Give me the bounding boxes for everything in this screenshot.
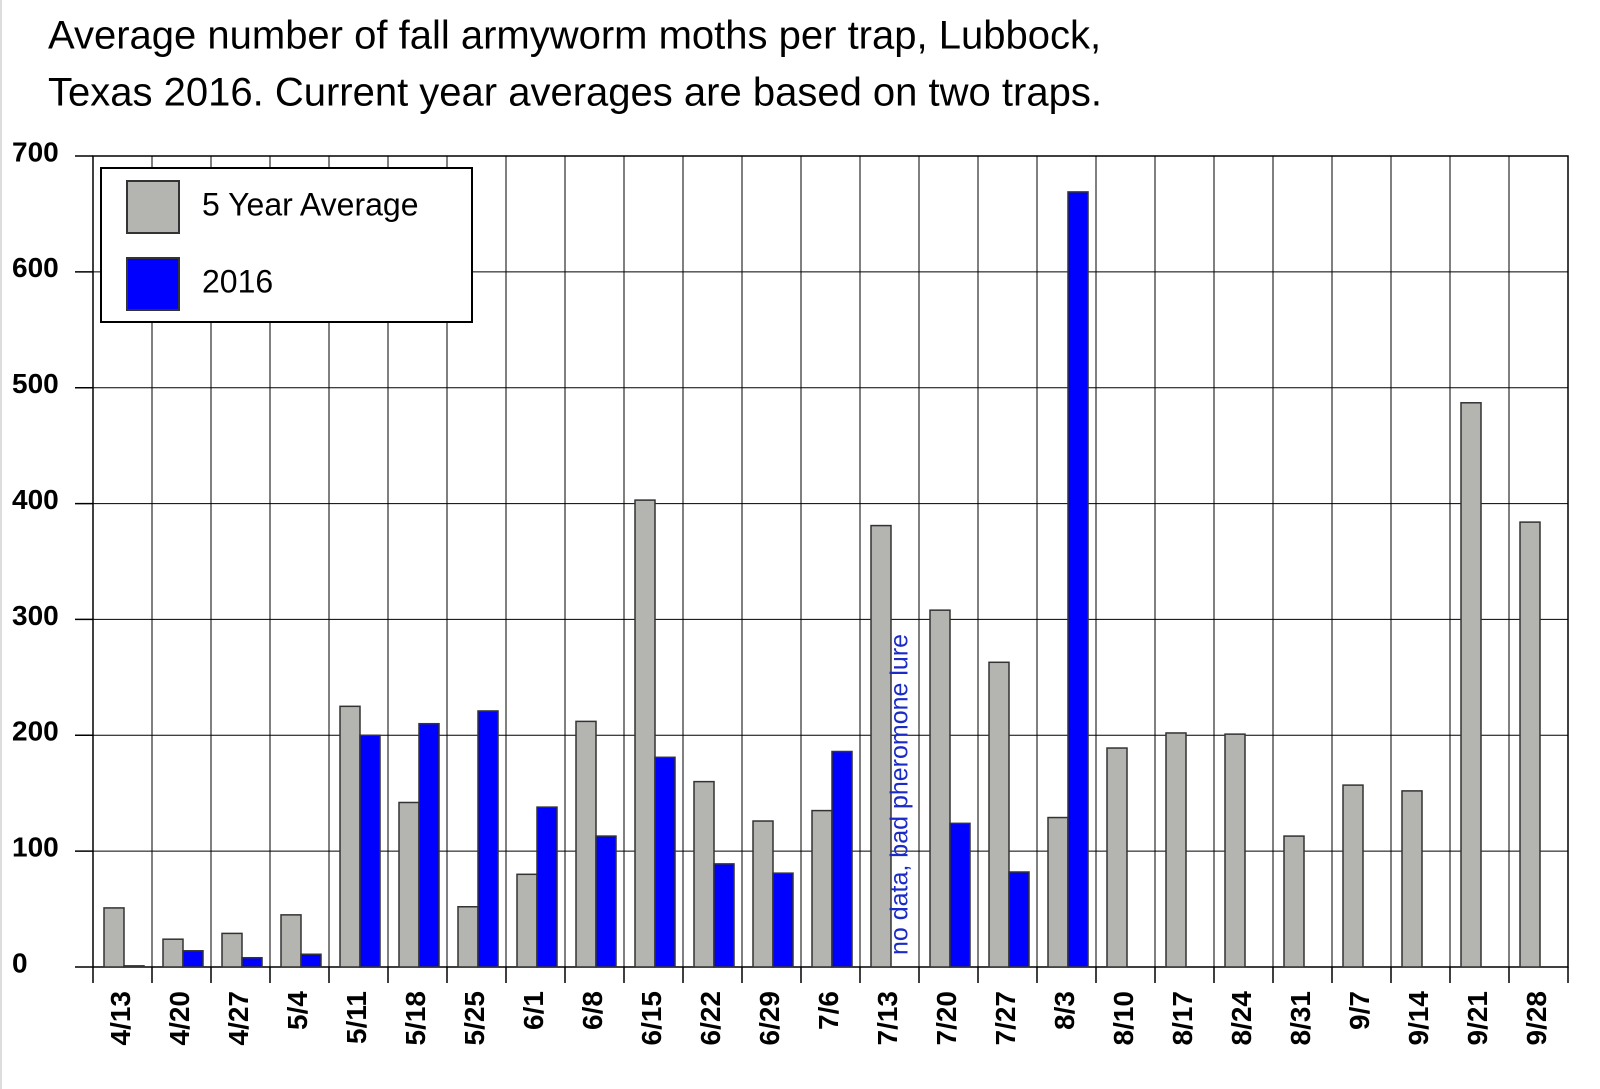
bar (1460, 402, 1482, 968)
y-tick-label: 600 (12, 252, 59, 283)
bar (1401, 790, 1423, 968)
x-tick-label: 7/27 (990, 991, 1021, 1046)
bar (752, 820, 774, 968)
bar (870, 524, 892, 968)
bar (929, 609, 951, 968)
annotation: no data, bad pheromone lure (886, 634, 914, 955)
x-tick-label: 6/15 (636, 991, 667, 1046)
bar (457, 906, 479, 968)
bar (949, 822, 971, 968)
legend-swatch (126, 257, 180, 311)
bar (1106, 747, 1128, 968)
bar (654, 756, 676, 968)
x-tick-label: 6/8 (577, 991, 608, 1030)
bar (811, 809, 833, 968)
bar (1165, 732, 1187, 968)
x-tick-label: 5/11 (341, 991, 372, 1044)
bar (516, 873, 538, 968)
y-tick-label: 100 (12, 832, 59, 863)
x-tick-label: 5/18 (400, 991, 431, 1046)
bar (418, 722, 440, 968)
bar (182, 950, 204, 968)
bar (1519, 521, 1541, 968)
bar (988, 661, 1010, 968)
x-tick-label: 5/25 (459, 991, 490, 1046)
bar (241, 956, 263, 968)
legend-label: 5 Year Average (202, 186, 419, 222)
x-tick-label: 8/24 (1226, 991, 1257, 1046)
x-tick-label: 8/10 (1108, 991, 1139, 1046)
bar (339, 705, 361, 968)
bar (123, 965, 145, 968)
bar (103, 907, 125, 968)
bar (1283, 835, 1305, 968)
bar (595, 835, 617, 968)
bar (772, 872, 794, 968)
y-tick-label: 400 (12, 484, 59, 515)
x-tick-label: 8/31 (1285, 991, 1316, 1046)
bar (831, 750, 853, 968)
x-tick-label: 4/20 (164, 991, 195, 1046)
bar (300, 953, 322, 968)
x-tick-label: 4/27 (223, 991, 254, 1046)
legend-label: 2016 (202, 263, 273, 299)
bar (693, 780, 715, 968)
x-tick-label: 6/1 (518, 991, 549, 1030)
bar (221, 932, 243, 968)
x-tick-label: 7/20 (931, 991, 962, 1046)
y-tick-label: 0 (12, 947, 28, 978)
x-tick-label: 8/3 (1049, 991, 1080, 1030)
bar (477, 710, 499, 968)
bar (1342, 784, 1364, 968)
x-tick-label: 9/14 (1403, 991, 1434, 1046)
y-tick-label: 200 (12, 716, 59, 747)
bar (359, 734, 381, 968)
chart-title: Texas 2016. Current year averages are ba… (48, 71, 1102, 115)
x-tick-label: 5/4 (282, 991, 313, 1030)
x-tick-label: 7/13 (872, 991, 903, 1046)
x-tick-label: 6/22 (695, 991, 726, 1046)
y-tick-label: 500 (12, 368, 59, 399)
y-tick-label: 300 (12, 600, 59, 631)
bar (162, 938, 184, 968)
y-tick-label: 700 (12, 136, 59, 167)
x-tick-label: 9/7 (1344, 991, 1375, 1030)
bar (1008, 871, 1030, 968)
bar (1047, 816, 1069, 968)
legend-swatch (126, 180, 180, 234)
x-tick-label: 4/13 (105, 991, 136, 1046)
chart-title: Average number of fall armyworm moths pe… (48, 14, 1101, 58)
bar (634, 499, 656, 968)
bar (1224, 733, 1246, 968)
x-tick-label: 7/6 (813, 991, 844, 1030)
bar (398, 801, 420, 968)
legend: 5 Year Average 2016 (100, 167, 473, 323)
bar (575, 720, 597, 968)
bar (1067, 191, 1089, 968)
bar (280, 914, 302, 968)
bar (713, 863, 735, 968)
x-tick-label: 6/29 (754, 991, 785, 1046)
x-tick-label: 9/28 (1521, 991, 1552, 1046)
bar (536, 806, 558, 968)
x-tick-label: 9/21 (1462, 991, 1493, 1046)
x-tick-label: 8/17 (1167, 991, 1198, 1046)
